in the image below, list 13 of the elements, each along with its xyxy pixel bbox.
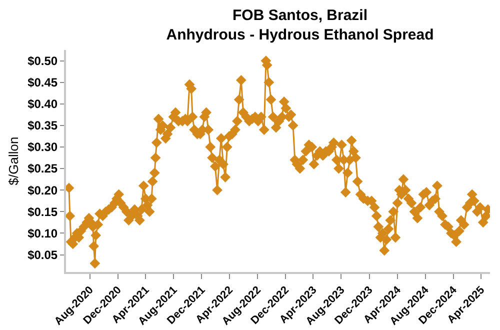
y-tick-label: $0.45: [28, 76, 58, 90]
y-tick-label: $0.15: [28, 204, 58, 219]
y-tick-label: $0.40: [28, 97, 58, 112]
y-tick-label: $0.30: [28, 140, 58, 154]
chart-title: FOB Santos, Brazil: [232, 6, 368, 24]
y-tick-label: $0.35: [28, 118, 58, 133]
y-tick-label: $0.50: [28, 54, 58, 68]
y-tick-label: $0.05: [28, 248, 58, 262]
chart-subtitle: Anhydrous - Hydrous Ethanol Spread: [166, 26, 434, 44]
y-tick-label: $0.25: [28, 162, 58, 176]
y-tick-label: $0.10: [28, 226, 58, 240]
y-axis-title: $/Gallon: [6, 136, 22, 186]
y-tick-label: $0.20: [28, 183, 58, 198]
